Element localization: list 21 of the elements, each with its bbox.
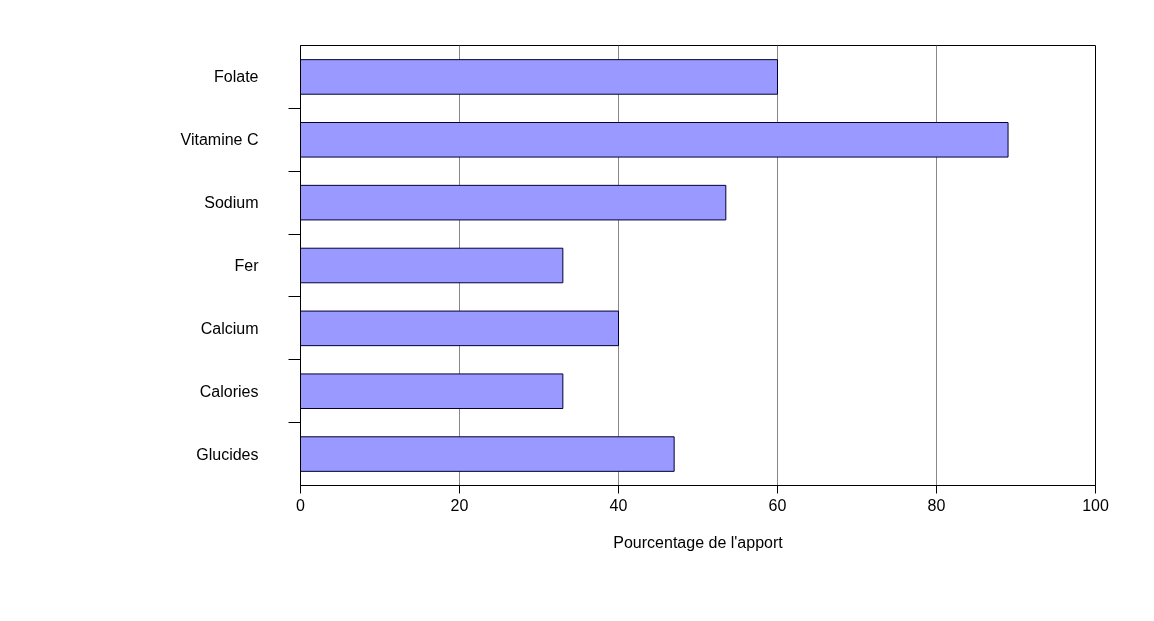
x-tick-label: 0 <box>296 496 306 514</box>
y-tick-label: Sodium <box>204 194 259 212</box>
x-tick-label: 100 <box>1082 496 1109 514</box>
x-tick-label: 40 <box>609 496 628 514</box>
y-tick-label: Calcium <box>200 319 259 337</box>
bar <box>300 247 564 284</box>
bar <box>300 59 778 95</box>
y-tick-label: Glucides <box>196 445 259 463</box>
y-tick-label: Vitamine C <box>180 131 259 149</box>
bar <box>300 184 727 221</box>
x-tick-label: 20 <box>450 496 469 514</box>
y-tick-label: Fer <box>234 257 260 274</box>
bar <box>300 436 675 472</box>
y-tick-label: Calories <box>199 382 259 400</box>
x-axis-title: Pourcentage de l'apport <box>613 533 784 551</box>
y-tick-label: Folate <box>214 68 259 86</box>
x-tick-label: 60 <box>768 496 787 514</box>
bar <box>300 310 619 347</box>
bar <box>300 122 1009 158</box>
bar <box>300 373 564 409</box>
x-tick-label: 80 <box>927 496 946 514</box>
